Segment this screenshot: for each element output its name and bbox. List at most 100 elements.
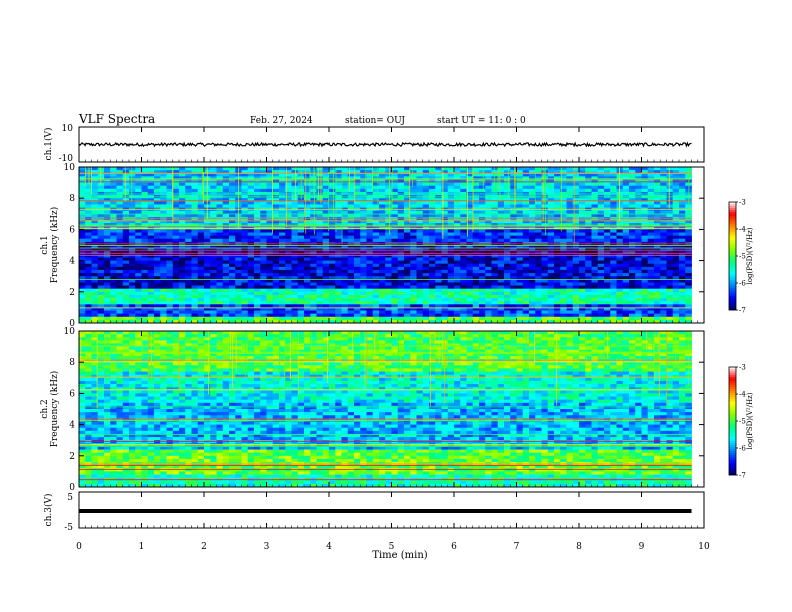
spectrogram-cell (135, 185, 142, 190)
spectrogram-cell (454, 257, 461, 261)
spectrogram-cell (285, 232, 292, 237)
spectrogram-cell (579, 232, 586, 237)
spectrogram-cell (441, 220, 449, 224)
spectrogram-cell (660, 266, 667, 271)
spectrogram-cell (179, 216, 186, 221)
spectrogram-cell (185, 182, 192, 187)
spectrogram-cell (504, 220, 511, 224)
spectrogram-cell (291, 307, 299, 311)
spectrogram-cell (672, 301, 680, 305)
spectrogram-cell (304, 170, 311, 174)
spectrogram-cell (91, 260, 99, 265)
spectrogram-cell (116, 213, 124, 218)
spectrogram-cell (460, 176, 467, 180)
spectrogram-cell (435, 173, 442, 177)
spectrogram-cell (479, 201, 486, 205)
spectrogram-cell (310, 238, 317, 243)
spectrogram-cell (185, 279, 192, 283)
spectrogram-cell (141, 182, 149, 187)
spectrogram-cell (191, 282, 199, 286)
spectrogram-cell (416, 173, 424, 177)
spectrogram-cell (529, 263, 536, 268)
spectrogram-cell (79, 288, 86, 293)
spectrogram-cell (104, 276, 111, 280)
spectrogram-cell (604, 291, 611, 296)
spectrogram-cell (529, 279, 536, 283)
spectrogram-cell (141, 220, 149, 224)
spectrogram-cell (635, 266, 642, 271)
spectrogram-cell (79, 254, 86, 258)
spectrogram-cell (166, 238, 174, 243)
spectrogram-cell (166, 285, 174, 290)
spectrogram-cell (629, 210, 636, 215)
spectrogram-cell (491, 304, 499, 308)
spectrogram-cell (666, 176, 674, 180)
spectrogram-cell (585, 198, 592, 202)
spectrogram-cell (116, 316, 124, 321)
spectrogram-cell (647, 167, 655, 171)
spectrogram-cell (191, 260, 199, 265)
spectrogram-cell (116, 179, 124, 183)
spectrogram-cell (341, 235, 349, 240)
spectrogram-cell (379, 235, 386, 240)
spectrogram-cell (554, 238, 561, 243)
spectrogram-cell (497, 282, 505, 286)
spectrogram-cell (279, 260, 286, 265)
spectrogram-cell (191, 210, 199, 215)
spectrogram-cell (591, 238, 599, 243)
spectrogram-cell (366, 167, 374, 171)
spectrogram-cell (279, 291, 286, 296)
spectrogram-cell (91, 170, 99, 174)
spectrogram-cell (435, 273, 442, 277)
spectrogram-cell (441, 201, 449, 205)
spectrogram-cell (610, 201, 617, 205)
spectrogram-cell (216, 285, 224, 290)
spectrogram-cell (335, 269, 342, 274)
spectrogram-cell (641, 188, 649, 193)
spectrogram-cell (179, 245, 186, 249)
spectrogram-cell (466, 238, 474, 243)
spectrogram-cell (635, 301, 642, 305)
spectrogram-cell (410, 263, 417, 268)
spectrogram-cell (410, 285, 417, 290)
spectrogram-cell (304, 188, 311, 193)
spectrogram-cell (85, 235, 92, 240)
spectrogram-cell (547, 307, 555, 311)
spectrogram-cell (410, 254, 417, 258)
spectrogram-cell (504, 276, 511, 280)
spectrogram-cell (485, 285, 492, 290)
spectrogram-cell (516, 257, 524, 261)
spectrogram-cell (647, 170, 655, 174)
spectrogram-cell (541, 260, 549, 265)
spectrogram-cell (304, 232, 311, 237)
spectrogram-cell (516, 216, 524, 221)
spectrogram-cell (222, 198, 230, 202)
spectrogram-cell (360, 254, 367, 258)
spectrogram-cell (591, 269, 599, 274)
spectrogram-cell (397, 188, 405, 193)
spectrogram-cell (472, 245, 480, 249)
spectrogram-cell (116, 269, 124, 274)
spectrogram-cell (316, 301, 324, 305)
spectrogram-cell (491, 273, 499, 277)
spectrogram-cell (272, 170, 280, 174)
spectrogram-cell (104, 229, 111, 233)
spectrogram-cell (397, 179, 405, 183)
spectrogram-cell (610, 288, 617, 293)
spectrogram-cell (566, 179, 574, 183)
spectrogram-cell (404, 298, 411, 302)
spectrogram-cell (266, 204, 274, 208)
spectrogram-cell (635, 220, 642, 224)
spectrogram-cell (397, 269, 405, 274)
spectrogram-cell (272, 260, 280, 265)
spectrogram-cell (647, 313, 655, 318)
spectrogram-cell (679, 276, 686, 280)
spectrogram-cell (672, 173, 680, 177)
spectrogram-cell (566, 173, 574, 177)
spectrogram-cell (172, 201, 180, 205)
spectrogram-cell (479, 235, 486, 240)
spectrogram-cell (629, 201, 636, 205)
spectrogram-cell (547, 254, 555, 258)
spectrogram-cell (222, 216, 230, 221)
spectrogram-cell (435, 285, 442, 290)
